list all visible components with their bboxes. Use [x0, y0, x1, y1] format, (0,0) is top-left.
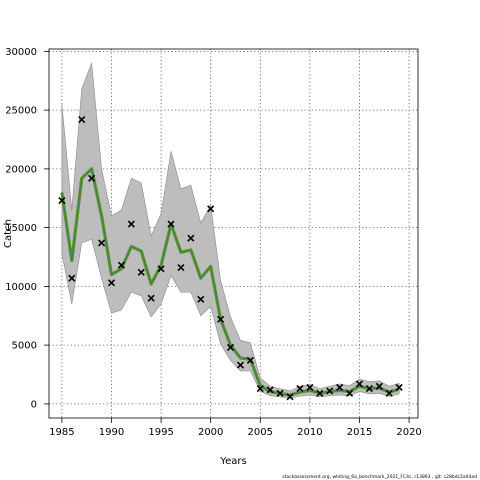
x-tick-label: 2000 [198, 427, 223, 438]
observed-point [197, 295, 205, 303]
observed-point [395, 383, 403, 392]
y-tick-label: 20000 [5, 164, 37, 175]
confidence-band [61, 62, 400, 399]
footnote: stockassessment.org, whiting_6a_benchmar… [282, 474, 477, 480]
observed-point [256, 385, 264, 393]
y-axis: 0 5000 10000 15000 20000 25000 30000 [5, 47, 49, 410]
observed-point [385, 389, 393, 397]
observed-point [68, 274, 76, 282]
observed-point [375, 382, 383, 390]
x-axis: 1985 1990 1995 2000 2005 2010 2015 2020 [49, 418, 422, 438]
observed-point [365, 385, 373, 393]
observed-point [355, 380, 364, 388]
observed-point [276, 389, 284, 397]
y-tick-label: 5000 [12, 341, 37, 352]
x-axis-title: Years [219, 456, 246, 467]
observed-point [217, 315, 225, 323]
x-tick-label: 2010 [297, 427, 322, 438]
estimate-line [61, 168, 400, 396]
x-tick-label: 2005 [248, 427, 273, 438]
observed-point [286, 393, 294, 401]
observed-point [187, 234, 195, 242]
observed-point [296, 385, 304, 393]
observed-point [207, 205, 215, 213]
observed-point [316, 389, 324, 397]
observed-point [107, 279, 116, 287]
observed-point [98, 239, 106, 247]
y-tick-label: 0 [31, 399, 37, 410]
observed-point [147, 294, 155, 302]
observed-point [177, 264, 185, 272]
y-tick-label: 10000 [5, 282, 37, 293]
plot-frame [48, 48, 419, 419]
observed-point [78, 115, 86, 124]
observed-point [236, 361, 245, 369]
observed-point [345, 389, 354, 397]
y-axis-title: Catch [3, 219, 14, 248]
observed-point [336, 383, 344, 392]
observed-point [58, 197, 66, 205]
x-tick-label: 1995 [148, 427, 173, 438]
x-tick-label: 2020 [396, 427, 421, 438]
observed-point [266, 386, 274, 394]
x-tick-label: 2015 [347, 427, 372, 438]
x-tick-label: 1985 [49, 427, 74, 438]
estimate-lines-layer [60, 167, 400, 397]
observed-point [127, 220, 135, 228]
observed-point [157, 265, 165, 273]
x-tick-label: 1990 [99, 427, 124, 438]
y-tick-label: 30000 [5, 47, 37, 58]
observed-markers-layer [58, 115, 403, 401]
observed-point [117, 261, 125, 269]
observed-point [88, 174, 96, 182]
observed-point [246, 356, 254, 364]
y-tick-label: 15000 [5, 223, 37, 234]
observed-point [137, 268, 145, 276]
observed-point [326, 387, 334, 395]
observed-point [167, 220, 175, 228]
observed-point [306, 383, 314, 392]
y-tick-label: 25000 [5, 106, 37, 117]
confidence-band-layer [61, 62, 400, 399]
observed-point [226, 343, 235, 352]
